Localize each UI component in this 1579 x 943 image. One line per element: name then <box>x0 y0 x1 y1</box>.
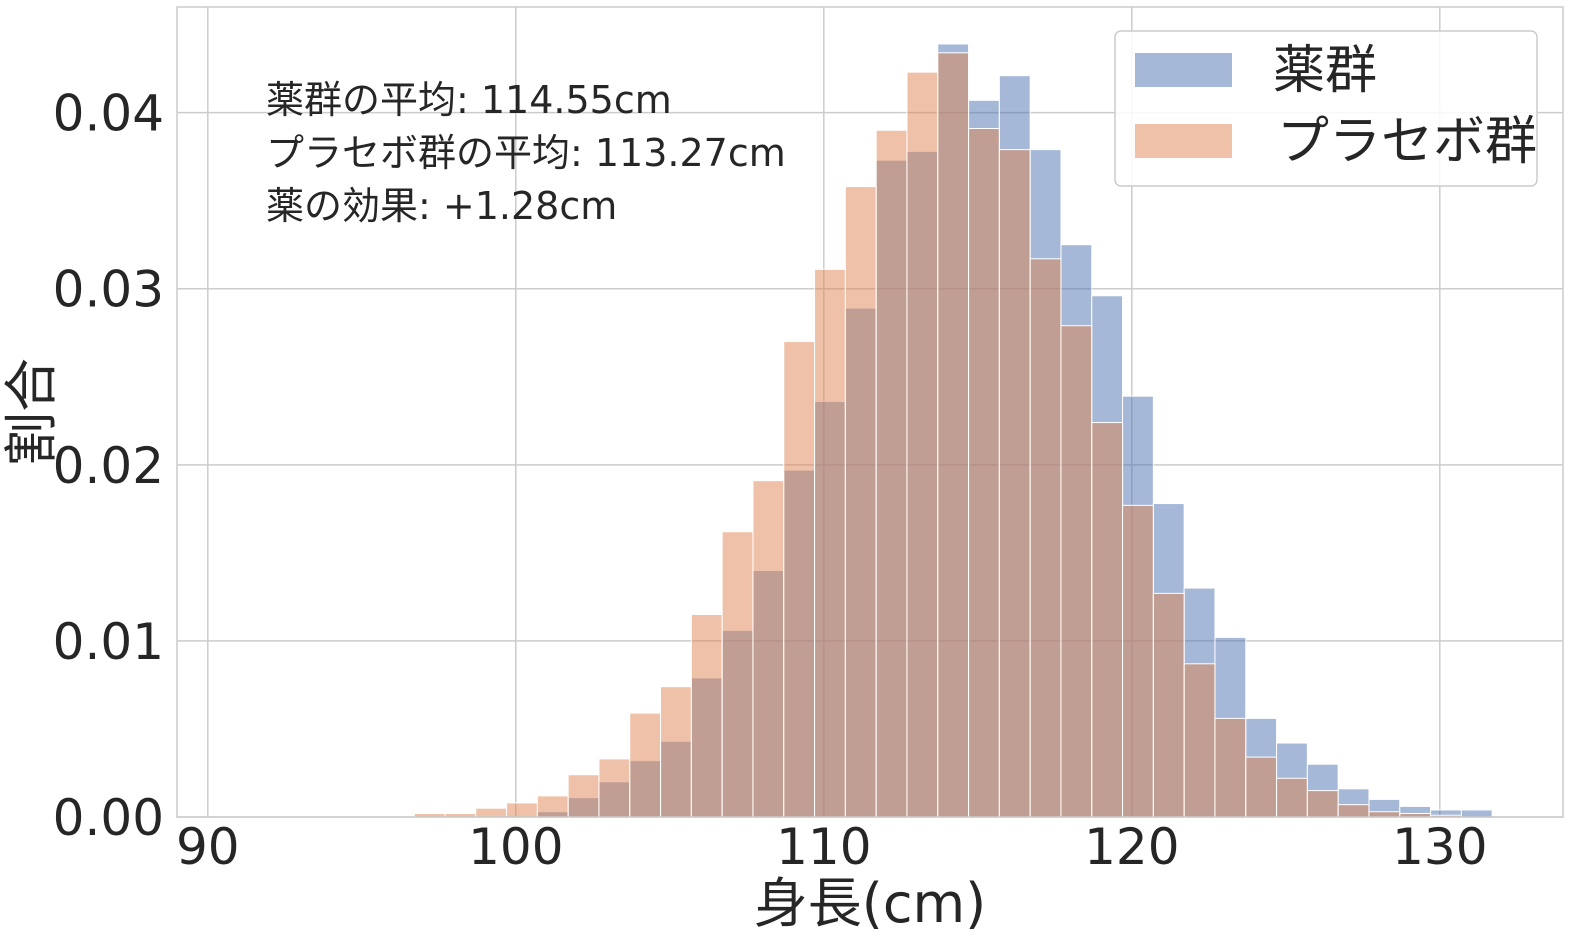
y-tick-label: 0.03 <box>53 261 164 319</box>
x-axis-label: 身長(cm) <box>754 872 986 935</box>
histogram-bar <box>1122 504 1154 818</box>
histogram-bar <box>598 758 631 818</box>
histogram-bar <box>968 128 1000 818</box>
annotation-placebo-mean: プラセボ群の平均: 113.27cm <box>266 131 786 175</box>
histogram-bar <box>660 686 692 818</box>
histogram-bar <box>844 186 877 818</box>
histogram-bar <box>475 807 508 818</box>
annotation-block: 薬群の平均: 114.55cm プラセボ群の平均: 113.27cm 薬の効果:… <box>266 78 786 228</box>
histogram-bar <box>1060 325 1093 818</box>
histogram-bar <box>721 531 754 818</box>
x-tick-labels: 90 100 110 120 130 <box>176 818 1488 876</box>
x-tick-label: 90 <box>176 818 240 876</box>
y-tick-label: 0.02 <box>53 437 164 495</box>
histogram-bar <box>1152 592 1185 818</box>
legend-swatch-placebo <box>1135 124 1232 158</box>
x-tick-label: 100 <box>468 818 563 876</box>
histogram-bar <box>506 802 538 818</box>
histogram-bar <box>752 480 785 818</box>
histogram-bar <box>1306 790 1339 818</box>
legend-swatch-drug <box>1135 53 1232 87</box>
annotation-effect: 薬の効果: +1.28cm <box>266 184 617 228</box>
histogram-bar <box>1245 756 1278 818</box>
histogram-bar <box>1337 804 1370 818</box>
legend: 薬群 プラセボ群 <box>1114 30 1538 187</box>
annotation-drug-mean: 薬群の平均: 114.55cm <box>266 78 672 122</box>
histogram-bar <box>1214 717 1247 818</box>
series-placebo-bars <box>413 52 1462 818</box>
y-axis-label: 割合 <box>0 358 63 466</box>
x-tick-label: 110 <box>776 818 871 876</box>
histogram-bar <box>1183 663 1216 818</box>
x-tick-label: 130 <box>1392 818 1487 876</box>
histogram-bar <box>1091 422 1124 818</box>
x-tick-label: 120 <box>1084 818 1179 876</box>
histogram-bar <box>1368 811 1401 818</box>
histogram-bar <box>567 774 600 818</box>
y-tick-label: 0.04 <box>53 85 164 143</box>
histogram-bar <box>998 149 1031 818</box>
histogram-bar <box>536 795 569 818</box>
legend-label-placebo: プラセボ群 <box>1277 112 1537 172</box>
histogram-bar <box>690 614 723 818</box>
histogram-bar <box>1460 809 1493 818</box>
histogram-bar <box>937 52 970 818</box>
histogram-bar <box>1276 777 1308 818</box>
y-tick-labels: 0.00 0.01 0.02 0.03 0.04 <box>53 85 164 847</box>
y-tick-label: 0.01 <box>53 613 164 671</box>
y-tick-label: 0.00 <box>53 789 164 847</box>
histogram-bar <box>814 268 846 818</box>
histogram-bar <box>783 341 816 818</box>
histogram-bar <box>629 712 662 818</box>
histogram-bar <box>906 71 939 818</box>
plot-frame <box>176 6 1564 818</box>
legend-label-drug: 薬群 <box>1273 41 1377 101</box>
histogram-bar <box>1029 258 1062 818</box>
histogram-bar <box>875 129 908 818</box>
